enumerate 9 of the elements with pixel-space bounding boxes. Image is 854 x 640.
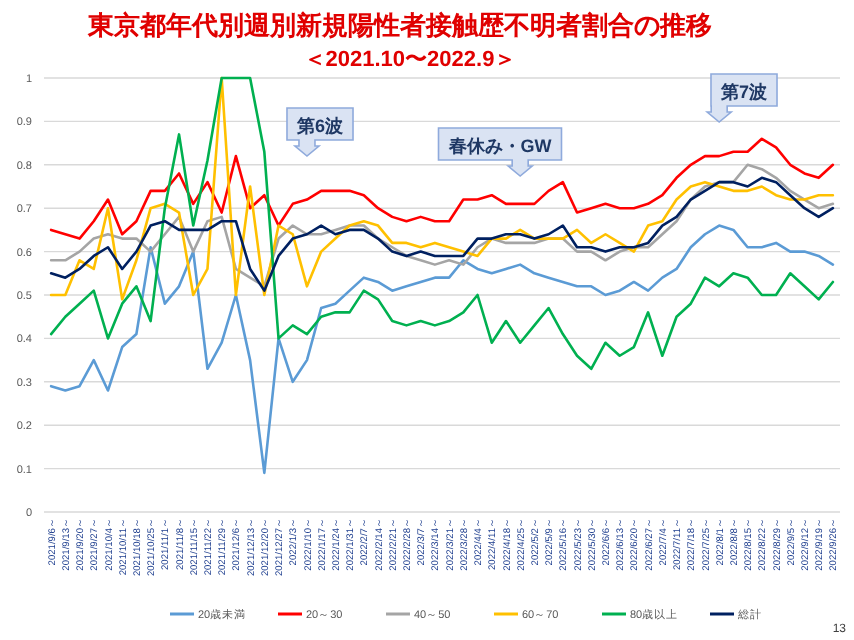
line-series: [49, 224, 835, 475]
line-series: [49, 76, 835, 301]
line-series: [49, 137, 835, 240]
chart-title: 東京都年代別週別新規陽性者接触歴不明者割合の推移: [86, 10, 712, 40]
annotation: 第6波: [294, 116, 345, 136]
line-series: [49, 76, 835, 371]
annotation: 春休み・GW: [446, 136, 553, 156]
chart-subtitle: ＜2021.10〜2022.9＞: [303, 48, 517, 72]
annotation: 第7波: [718, 82, 769, 102]
